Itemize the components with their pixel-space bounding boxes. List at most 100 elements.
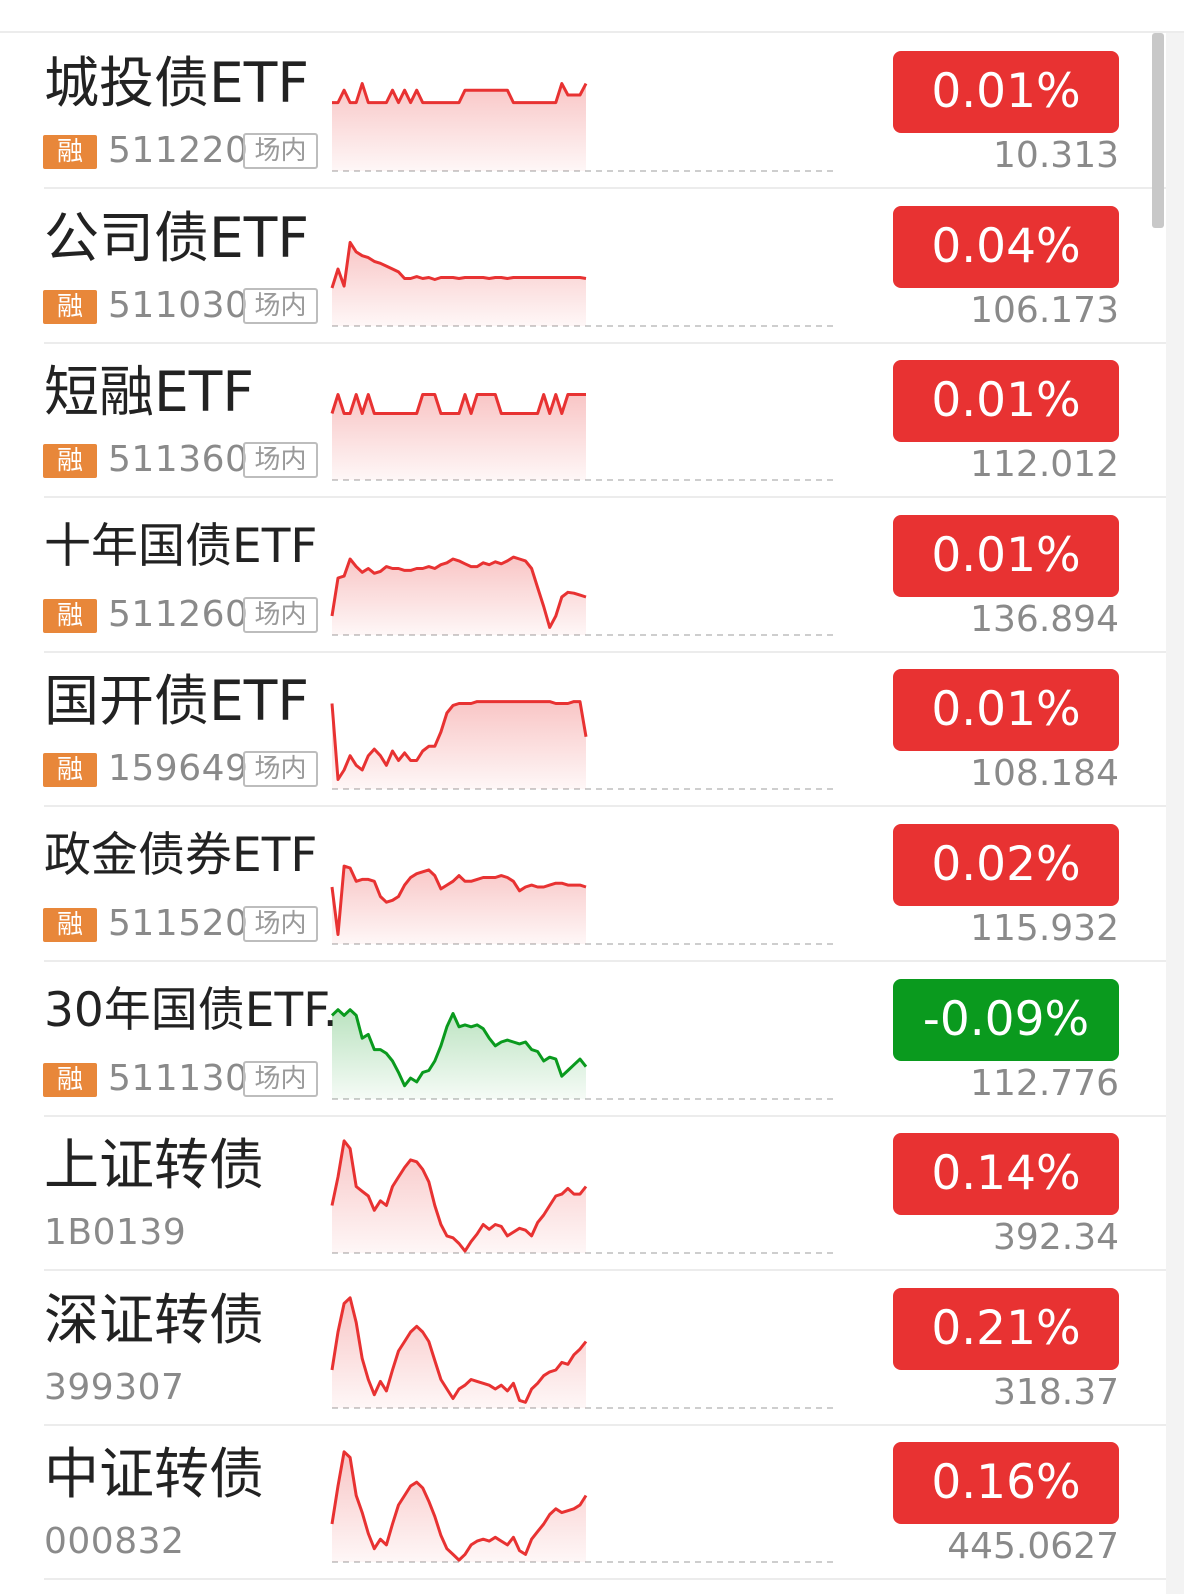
fund-code: 511030: [108, 284, 249, 326]
margin-trading-badge: 融: [43, 753, 97, 788]
sparkline-area: [332, 701, 586, 790]
intraday-sparkline: [330, 700, 836, 791]
list-item[interactable]: 深证转债 399307 0.21% 318.37: [0, 1270, 1166, 1426]
list-item[interactable]: 公司债ETF 融 511030 场内 0.04% 106.173: [0, 188, 1166, 344]
fund-code: 511360: [108, 439, 249, 481]
sparkline-line: [330, 555, 587, 629]
sparkline-area: [332, 556, 586, 635]
exchange-traded-badge: 场内: [243, 751, 318, 788]
list-item[interactable]: 政金债券ETF 融 511520 场内 0.02% 115.932: [0, 806, 1166, 962]
exchange-traded-badge: 场内: [243, 133, 318, 169]
intraday-sparkline: [330, 1450, 836, 1564]
fund-name: 国开债ETF: [44, 669, 309, 734]
sparkline-line: [330, 240, 587, 289]
fund-name: 政金债券ETF: [44, 828, 318, 883]
intraday-sparkline: [330, 1296, 836, 1409]
fund-code: 511130: [108, 1057, 249, 1099]
margin-trading-badge: 融: [43, 444, 97, 479]
exchange-traded-badge: 场内: [243, 1060, 318, 1097]
list-item[interactable]: 十年国债ETF 融 511260 场内 0.01% 136.894: [0, 497, 1166, 653]
fund-code: 000832: [44, 1521, 185, 1563]
row-divider: [44, 650, 1166, 653]
sparkline-area: [332, 1009, 586, 1099]
latest-price: 318.37: [993, 1371, 1119, 1413]
margin-trading-badge: 融: [43, 135, 97, 169]
change-percent-badge[interactable]: -0.09%: [893, 978, 1119, 1061]
latest-price: 392.34: [993, 1217, 1119, 1259]
fund-name: 短融ETF: [44, 360, 254, 425]
list-item[interactable]: 城投债ETF 融 511220 场内 0.01% 10.313: [0, 33, 1166, 189]
scrollbar-thumb[interactable]: [1152, 33, 1164, 228]
sparkline-area: [332, 1452, 586, 1563]
exchange-traded-badge: 场内: [243, 906, 318, 942]
change-percent-badge[interactable]: 0.04%: [893, 205, 1119, 288]
row-divider: [44, 187, 1166, 189]
exchange-traded-badge: 场内: [243, 442, 318, 479]
fund-name: 深证转债: [44, 1287, 265, 1352]
row-divider: [44, 1578, 1166, 1581]
top-bar: [0, 0, 1184, 33]
change-percent-badge[interactable]: 0.02%: [893, 824, 1119, 906]
scrollbar-track[interactable]: [1166, 33, 1184, 1594]
sparkline-area: [332, 394, 586, 481]
row-divider: [44, 1269, 1166, 1272]
margin-trading-badge: 融: [43, 1062, 97, 1097]
latest-price: 108.184: [970, 753, 1119, 795]
row-divider: [44, 1114, 1166, 1117]
change-percent-badge[interactable]: 0.14%: [893, 1133, 1119, 1216]
change-percent-badge[interactable]: 0.01%: [893, 51, 1119, 133]
margin-trading-badge: 融: [43, 289, 97, 324]
latest-price: 112.012: [970, 444, 1119, 486]
fund-name: 上证转债: [44, 1133, 265, 1198]
intraday-sparkline: [330, 864, 836, 945]
change-percent-badge[interactable]: 0.01%: [893, 360, 1119, 443]
list-item[interactable]: 上证转债 1B0139 0.14% 392.34: [0, 1115, 1166, 1272]
latest-price: 112.776: [970, 1062, 1119, 1104]
list-item[interactable]: 国开债ETF 融 159649 场内 0.01% 108.184: [0, 651, 1166, 808]
sparkline-area: [332, 1141, 586, 1254]
sparkline-area: [332, 241, 586, 326]
fund-code: 511520: [108, 903, 249, 944]
sparkline-line: [332, 82, 588, 105]
row-divider: [44, 960, 1166, 962]
margin-trading-badge: 融: [43, 908, 97, 942]
change-percent-badge[interactable]: 0.16%: [893, 1442, 1119, 1525]
exchange-traded-badge: 场内: [243, 287, 318, 324]
intraday-sparkline: [330, 240, 836, 327]
fund-name: 中证转债: [44, 1442, 265, 1507]
change-percent-badge[interactable]: 0.01%: [893, 514, 1119, 597]
intraday-sparkline: [330, 1007, 836, 1100]
sparkline-area: [332, 1297, 586, 1408]
intraday-sparkline: [332, 82, 836, 172]
change-percent-badge[interactable]: 0.01%: [893, 669, 1119, 752]
fund-code: 159649: [108, 748, 249, 790]
latest-price: 445.0627: [947, 1526, 1119, 1568]
fund-code: 1B0139: [44, 1212, 187, 1254]
sparkline-line: [330, 1139, 588, 1253]
row-divider: [44, 805, 1166, 808]
margin-trading-badge: 融: [43, 598, 97, 633]
intraday-sparkline: [330, 555, 836, 636]
row-divider: [44, 341, 1166, 344]
fund-code: 511220: [108, 130, 249, 171]
intraday-sparkline: [330, 1139, 836, 1254]
list-item[interactable]: 中证转债 000832 0.16% 445.0627: [0, 1424, 1166, 1581]
fund-code: 511260: [108, 593, 249, 635]
sparkline-line: [330, 393, 586, 416]
latest-price: 106.173: [970, 289, 1119, 331]
change-percent-badge[interactable]: 0.21%: [893, 1287, 1119, 1370]
fund-name: 城投债ETF: [44, 51, 309, 115]
sparkline-area: [332, 83, 586, 171]
fund-name: 30年国债ETF...: [44, 982, 334, 1038]
list-item[interactable]: 短融ETF 融 511360 场内 0.01% 112.012: [0, 342, 1166, 499]
sparkline-area: [332, 866, 586, 944]
sparkline-line: [330, 1296, 588, 1404]
latest-price: 136.894: [970, 598, 1119, 640]
sparkline-line: [330, 864, 587, 936]
fund-code: 399307: [44, 1366, 185, 1408]
intraday-sparkline: [330, 393, 836, 481]
exchange-traded-badge: 场内: [243, 596, 318, 633]
sparkline-line: [330, 1007, 588, 1087]
latest-price: 10.313: [993, 135, 1119, 176]
